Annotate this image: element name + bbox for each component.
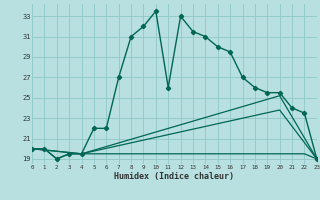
X-axis label: Humidex (Indice chaleur): Humidex (Indice chaleur) bbox=[115, 172, 234, 181]
